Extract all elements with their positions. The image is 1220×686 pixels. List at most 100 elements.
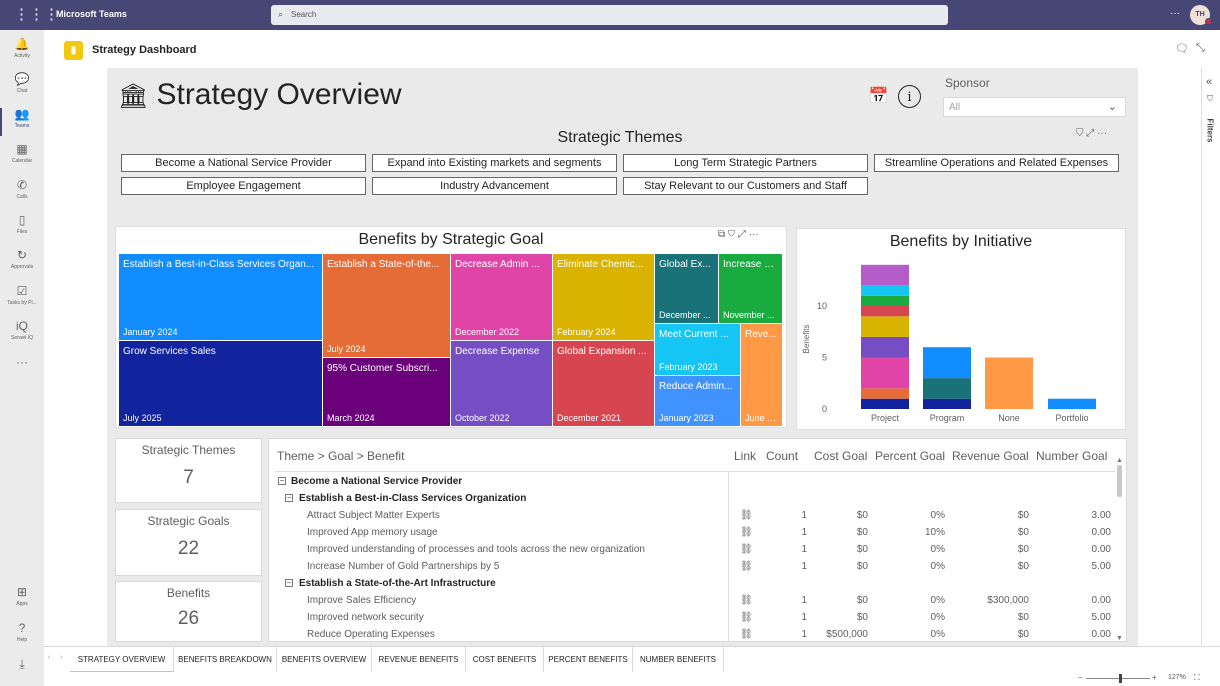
chat-bubble-icon[interactable]: 🗨 [1175, 43, 1189, 55]
treemap-tile[interactable]: Meet Current ... February 2023 [655, 324, 740, 375]
more-options-icon[interactable]: ··· [1170, 8, 1180, 19]
treemap-tile[interactable]: Establish a State-of-the... July 2024 [323, 254, 450, 357]
tab-benefits-overview[interactable]: BENEFITS OVERVIEW [277, 647, 372, 673]
collapse-icon[interactable]: − [285, 493, 293, 502]
treemap-tile[interactable]: Eliminate Chemic... February 2024 [553, 254, 654, 340]
scrollbar[interactable]: ▲ ▼ [1116, 457, 1124, 642]
bar-segment[interactable] [861, 264, 909, 286]
table-row[interactable]: − Establish a State-of-the-Art Infrastruc… [269, 576, 1117, 593]
link-icon[interactable]: ⛓ [740, 561, 753, 572]
app-launcher-icon[interactable]: ⋮⋮⋮ [14, 6, 59, 23]
tab-cost-benefits[interactable]: COST BENEFITS [466, 647, 544, 673]
search-input[interactable]: ⌕ Search [271, 5, 948, 25]
collapse-icon[interactable]: ⤡ [1196, 42, 1205, 54]
rail-item[interactable]: 🔔 Activity [0, 38, 44, 60]
treemap-tile[interactable]: Grow Services Sales July 2025 [119, 341, 322, 426]
info-icon[interactable]: i [898, 85, 921, 108]
sponsor-dropdown[interactable]: All ⌄ [943, 97, 1126, 117]
bar-segment[interactable] [861, 398, 909, 409]
link-icon[interactable]: ⛓ [740, 595, 753, 606]
table-row[interactable]: Increase Number of Gold Partnerships by … [269, 559, 1117, 576]
link-icon[interactable]: ⛓ [740, 510, 753, 521]
bar-segment[interactable] [861, 357, 909, 389]
bar-segment[interactable] [985, 357, 1033, 410]
bar-segment[interactable] [923, 378, 971, 399]
zoom-slider-thumb[interactable] [1119, 674, 1122, 683]
column-header[interactable]: Number Goal [1036, 449, 1108, 463]
theme-button[interactable]: Streamline Operations and Related Expens… [874, 154, 1119, 172]
tab-next-icon[interactable]: › [60, 654, 63, 661]
column-header[interactable]: Theme > Goal > Benefit [277, 449, 405, 463]
rail-item[interactable]: ✆ Calls [0, 179, 44, 201]
bar-segment[interactable] [861, 336, 909, 358]
link-icon[interactable]: ⛓ [740, 544, 753, 555]
table-row[interactable]: Reduce Operating Expenses ⛓ 1 $500,000 0% $0 0… [269, 627, 1117, 641]
table-row[interactable]: Improved network security ⛓ 1 $0 0% $0 5.00 [269, 610, 1117, 627]
rail-item[interactable]: iQ Sensei IQ [0, 320, 44, 342]
bar-segment[interactable] [861, 316, 909, 337]
treemap-tile[interactable]: Reduce Admin... January 2023 [655, 376, 740, 426]
column-header[interactable]: Percent Goal [875, 449, 946, 463]
bar-segment[interactable] [861, 295, 909, 306]
theme-button[interactable]: Stay Relevant to our Customers and Staff [623, 177, 868, 195]
collapse-pane-icon[interactable]: « [1206, 76, 1213, 88]
rail-item[interactable]: ▦ Calendar [0, 143, 44, 165]
rail-item[interactable]: ▯ Files [0, 214, 44, 236]
more-options-icon[interactable]: ··· [748, 229, 759, 240]
collapse-icon[interactable]: − [285, 578, 293, 587]
zoom-out-icon[interactable]: − [1078, 673, 1083, 682]
table-row[interactable]: Improved understanding of processes and … [269, 542, 1117, 559]
table-row[interactable]: Improve Sales Efficiency ⛓ 1 $0 0% $300,000 0.… [269, 593, 1117, 610]
bar-segment[interactable] [923, 347, 971, 379]
filters-pane[interactable]: « ⛉ Filters [1201, 68, 1220, 646]
link-icon[interactable]: ⛓ [740, 629, 753, 640]
treemap-tile[interactable]: Global Expansion ... December 2021 [553, 341, 654, 426]
theme-button[interactable]: Become a National Service Provider [121, 154, 366, 172]
column-header[interactable]: Count [766, 449, 799, 463]
rail-item[interactable]: ⤓ [0, 658, 44, 673]
theme-button[interactable]: Industry Advancement [372, 177, 617, 195]
link-icon[interactable]: ⛓ [740, 527, 753, 538]
treemap-tile[interactable]: 95% Customer Subscri... March 2024 [323, 358, 450, 426]
calendar-refresh-icon[interactable]: 📅 [868, 88, 889, 105]
treemap-tile[interactable]: Global Ex... December ... [655, 254, 718, 323]
scroll-down-icon[interactable]: ▼ [1116, 635, 1123, 642]
rail-item[interactable]: ··· [0, 356, 44, 371]
focus-mode-icon[interactable]: ⤢ [737, 229, 746, 240]
column-header[interactable]: Link [734, 449, 757, 463]
bar-segment[interactable] [861, 306, 909, 317]
bar-segment[interactable] [861, 285, 909, 296]
tab-percent-benefits[interactable]: PERCENT BENEFITS [544, 647, 633, 673]
bar-segment[interactable] [923, 398, 971, 409]
tab-revenue-benefits[interactable]: REVENUE BENEFITS [372, 647, 466, 673]
table-row[interactable]: Attract Subject Matter Experts ⛓ 1 $0 0% $0 3.… [269, 508, 1117, 525]
rail-item[interactable]: 👥 Teams [0, 108, 44, 136]
rail-item[interactable]: ⊞ Apps [0, 586, 44, 608]
column-header[interactable]: Cost Goal [814, 449, 868, 463]
copy-icon[interactable]: ⧉ [718, 229, 726, 240]
table-row[interactable]: − Become a National Service Provider [269, 474, 1117, 491]
treemap-tile[interactable]: Decrease Expense October 2022 [451, 341, 552, 426]
fit-page-icon[interactable]: ⛶ [1194, 673, 1200, 682]
rail-item[interactable]: 💬 Chat [0, 73, 44, 95]
scrollbar-thumb[interactable] [1117, 465, 1122, 497]
treemap-tile[interactable]: Establish a Best-in-Class Services Organ… [119, 254, 322, 340]
tab-benefits-breakdown[interactable]: BENEFITS BREAKDOWN [174, 647, 277, 673]
zoom-in-icon[interactable]: + [1152, 673, 1157, 682]
filter-icon[interactable]: ⛉ [1076, 128, 1084, 139]
rail-item[interactable]: ↻ Approvals [0, 249, 44, 271]
treemap-tile[interactable]: Increase E... November ... [719, 254, 782, 323]
zoom-slider[interactable] [1086, 678, 1150, 679]
rail-item[interactable]: ☑ Tasks by Pl... [0, 285, 44, 307]
treemap-tile[interactable]: Decrease Admin ... December 2022 [451, 254, 552, 340]
tab-strategy-overview[interactable]: STRATEGY OVERVIEW [70, 647, 174, 673]
theme-button[interactable]: Long Term Strategic Partners [623, 154, 868, 172]
bar-segment[interactable] [1048, 398, 1096, 409]
rail-item[interactable]: ? Help [0, 622, 44, 644]
theme-button[interactable]: Employee Engagement [121, 177, 366, 195]
table-row[interactable]: Improved App memory usage ⛓ 1 $0 10% $0 0.00 [269, 525, 1117, 542]
theme-button[interactable]: Expand into Existing markets and segment… [372, 154, 617, 172]
scroll-up-icon[interactable]: ▲ [1116, 457, 1123, 464]
column-header[interactable]: Revenue Goal [952, 449, 1029, 463]
filter-icon[interactable]: ⛉ [727, 229, 736, 240]
